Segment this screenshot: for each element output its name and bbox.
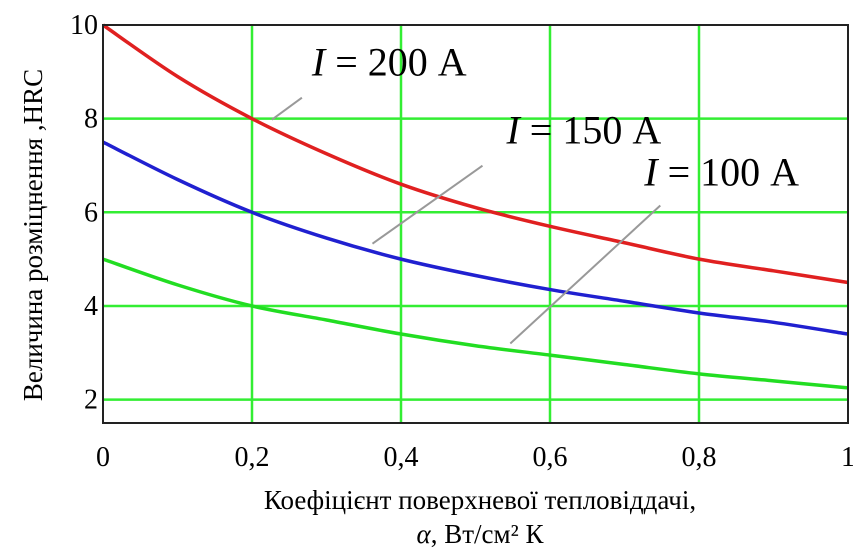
x-tick-label-5: 1 bbox=[841, 442, 853, 473]
y-tick-label-3: 8 bbox=[84, 104, 98, 135]
series-line-1 bbox=[102, 140, 849, 336]
y-tick-label-4: 10 bbox=[70, 10, 98, 41]
x-axis-title-line2: α, Вт/см² К bbox=[417, 519, 545, 549]
annotation-label-2: I = 100 А bbox=[643, 149, 799, 194]
y-tick-label-1: 4 bbox=[84, 291, 98, 322]
x-tick-labels: 0 0,2 0,4 0,6 0,8 1 bbox=[96, 442, 853, 473]
x-axis-title-symbol: α bbox=[417, 519, 432, 549]
annotation-symbol-2: I bbox=[643, 149, 659, 194]
y-tick-label-2: 6 bbox=[84, 197, 98, 228]
x-tick-label-4: 0,8 bbox=[682, 442, 717, 473]
annotation-leader-2 bbox=[509, 204, 661, 345]
annotation-symbol-1: I bbox=[505, 108, 521, 153]
y-tick-labels: 2 4 6 8 10 bbox=[70, 10, 98, 416]
annotation-leader-1 bbox=[371, 164, 484, 245]
series-annotations: I = 200 АI = 150 АI = 100 А bbox=[271, 40, 799, 345]
annotation-symbol-0: I bbox=[311, 40, 327, 85]
annotation-label-0: I = 200 А bbox=[311, 40, 467, 85]
annotation-value-2: = 100 А bbox=[658, 149, 800, 194]
series-line-2 bbox=[102, 257, 849, 390]
series-lines bbox=[102, 23, 849, 390]
x-tick-label-2: 0,4 bbox=[384, 442, 419, 473]
series-line-0 bbox=[102, 23, 849, 285]
annotation-value-0: = 200 А bbox=[325, 40, 467, 85]
x-axis-title-line1: Коефіцієнт поверхневої тепловіддачі, bbox=[264, 485, 696, 515]
x-tick-label-1: 0,2 bbox=[235, 442, 270, 473]
annotation-label-1: I = 150 А bbox=[505, 108, 661, 153]
y-axis-title: Величина розміцнення ,HRC bbox=[18, 69, 48, 401]
grid-lines bbox=[103, 25, 848, 423]
annotation-leader-0 bbox=[271, 96, 303, 121]
plot-frame bbox=[102, 24, 849, 424]
annotation-value-1: = 150 А bbox=[520, 108, 662, 153]
x-axis-title-unit: , Вт/см² К bbox=[431, 519, 545, 549]
x-tick-label-0: 0 bbox=[96, 442, 110, 473]
x-tick-label-3: 0,6 bbox=[533, 442, 568, 473]
y-tick-label-0: 2 bbox=[84, 385, 98, 416]
